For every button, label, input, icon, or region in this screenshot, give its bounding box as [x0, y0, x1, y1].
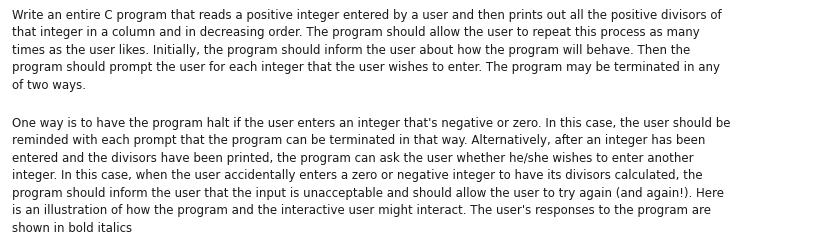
- Text: Write an entire C program that reads a positive integer entered by a user and th: Write an entire C program that reads a p…: [12, 9, 722, 91]
- Text: One way is to have the program halt if the user enters an integer that's negativ: One way is to have the program halt if t…: [12, 116, 731, 234]
